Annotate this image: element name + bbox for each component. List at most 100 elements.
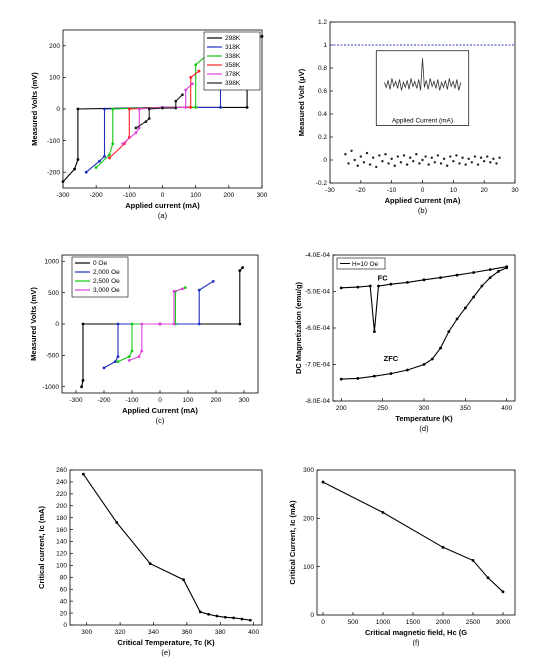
y-tick-label: 200 bbox=[49, 43, 60, 50]
chart-e: 300 320 340 360 380 400 0 20 40 60 80 100 120 140 160 1… bbox=[37, 467, 263, 657]
y-tick-label: -100 bbox=[47, 138, 60, 145]
legend-label: 2,500 Oe bbox=[93, 278, 120, 285]
data-point bbox=[461, 156, 464, 159]
data-point bbox=[103, 107, 106, 111]
legend-label: 2,000 Oe bbox=[93, 269, 120, 276]
legend-label: 298K bbox=[225, 35, 241, 42]
y-tick-label: 100 bbox=[303, 564, 314, 571]
x-tick-label: 250 bbox=[377, 405, 388, 412]
data-point bbox=[115, 521, 119, 524]
data-point bbox=[479, 156, 483, 159]
data-point bbox=[359, 155, 363, 158]
data-point bbox=[184, 88, 188, 92]
data-point bbox=[339, 286, 343, 290]
data-point bbox=[121, 142, 125, 146]
y-tick-label: 0.8 bbox=[318, 65, 327, 72]
data-point bbox=[189, 76, 193, 79]
data-point bbox=[455, 154, 458, 157]
legend-label: 318K bbox=[225, 44, 241, 51]
chart-f: 0 500 1000 1500 2000 2500 3000 0 100 200 300 Critic… bbox=[288, 467, 516, 647]
data-point bbox=[137, 126, 141, 130]
data-point bbox=[76, 158, 80, 161]
data-point bbox=[238, 322, 242, 326]
data-point bbox=[174, 106, 178, 110]
data-point bbox=[347, 162, 350, 165]
y-tick-label: 0 bbox=[55, 321, 59, 328]
data-point bbox=[198, 610, 202, 614]
data-point bbox=[215, 614, 219, 618]
x-tick-label: 30 bbox=[511, 187, 519, 194]
data-point bbox=[140, 322, 144, 326]
data-point bbox=[116, 360, 120, 364]
data-point bbox=[422, 278, 426, 282]
y-axis-label: Measured Volts (mV) bbox=[29, 287, 38, 361]
data-point bbox=[430, 156, 433, 159]
data-point bbox=[402, 154, 406, 157]
data-point bbox=[148, 562, 152, 565]
data-point bbox=[116, 322, 120, 326]
data-point bbox=[495, 162, 498, 165]
data-point bbox=[81, 322, 85, 326]
x-axis-label: Applied Current (mA) bbox=[122, 406, 198, 415]
y-tick-label: 200 bbox=[56, 503, 67, 510]
data-point bbox=[353, 158, 356, 162]
data-point bbox=[372, 330, 376, 334]
x-axis-label: Temperature (K) bbox=[395, 414, 453, 423]
data-point bbox=[127, 355, 131, 359]
annotation-zfc: ZFC bbox=[384, 354, 399, 363]
data-point bbox=[442, 157, 446, 161]
data-point bbox=[190, 82, 194, 86]
data-point bbox=[471, 558, 475, 562]
y-axis-label: DC Magnetization (emu/g) bbox=[294, 281, 303, 374]
x-tick-label: -200 bbox=[90, 192, 103, 199]
data-point bbox=[181, 287, 184, 291]
y-tick-label: -6.0E-04 bbox=[305, 325, 330, 332]
series-line bbox=[82, 473, 251, 621]
data-point bbox=[455, 273, 459, 277]
data-point bbox=[439, 346, 442, 350]
x-tick-label: 320 bbox=[115, 629, 126, 636]
data-point bbox=[501, 590, 505, 594]
data-point bbox=[339, 377, 343, 381]
y-tick-label: 260 bbox=[56, 467, 67, 474]
data-point bbox=[321, 480, 325, 484]
y-tick-label: 180 bbox=[56, 515, 67, 522]
y-tick-label: 0 bbox=[323, 157, 327, 164]
data-point bbox=[406, 368, 409, 372]
legend-label: 3,000 Oe bbox=[93, 287, 120, 294]
x-tick-label: 0 bbox=[161, 192, 165, 199]
data-point bbox=[418, 162, 421, 165]
y-tick-label: 0.2 bbox=[318, 134, 327, 141]
data-point bbox=[464, 163, 467, 166]
y-tick-label: 0 bbox=[63, 622, 67, 629]
y-tick-label: 160 bbox=[56, 527, 67, 534]
data-point bbox=[439, 162, 443, 165]
legend-label: H=10 Oe bbox=[352, 261, 379, 268]
data-point bbox=[488, 276, 492, 280]
data-point bbox=[486, 155, 489, 158]
data-point bbox=[375, 165, 378, 169]
x-tick-label: 100 bbox=[190, 192, 201, 199]
data-point bbox=[406, 280, 409, 284]
y-tick-label: -500 bbox=[46, 353, 59, 360]
data-point bbox=[381, 511, 385, 514]
x-tick-label: 200 bbox=[223, 192, 234, 199]
data-point bbox=[134, 131, 138, 135]
data-point bbox=[197, 322, 201, 326]
series-line bbox=[322, 481, 504, 593]
series-line bbox=[341, 266, 507, 332]
data-point bbox=[356, 376, 360, 380]
x-axis-label: Critical magnetic field, Hc (G bbox=[365, 628, 467, 637]
data-point bbox=[184, 106, 188, 109]
y-axis-label: Measured Volt (μV) bbox=[297, 68, 306, 136]
data-point bbox=[147, 117, 151, 120]
data-point bbox=[144, 120, 148, 124]
data-point bbox=[137, 355, 141, 359]
data-point bbox=[130, 322, 134, 326]
data-point bbox=[412, 159, 415, 163]
y-tick-label: 1 bbox=[323, 42, 327, 49]
x-tick-label: -10 bbox=[387, 187, 397, 194]
data-point bbox=[497, 270, 500, 273]
data-point bbox=[181, 93, 184, 97]
x-tick-label: 200 bbox=[336, 405, 347, 412]
